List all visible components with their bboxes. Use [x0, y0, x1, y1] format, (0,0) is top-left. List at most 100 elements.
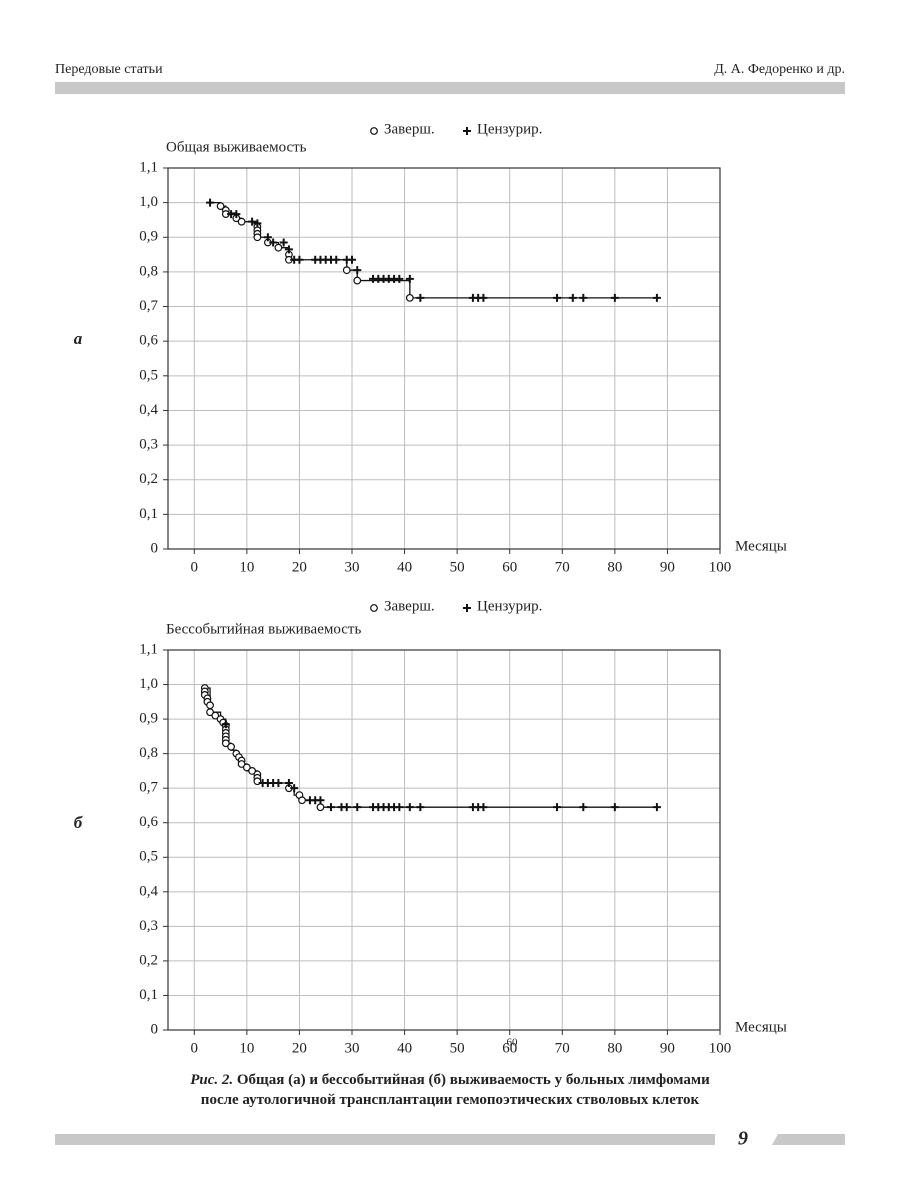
- censor-marker: [610, 293, 619, 302]
- event-marker: [316, 803, 325, 812]
- censor-marker: [316, 796, 325, 805]
- x-tick-label: 50: [450, 1040, 465, 1056]
- censor-marker: [416, 803, 425, 812]
- censor-marker: [248, 217, 257, 226]
- event-marker: [353, 276, 362, 285]
- plot-frame: [167, 649, 721, 1031]
- y-tick-label: 0,3: [139, 918, 158, 934]
- survival-line: [204, 687, 657, 808]
- y-tick-label: 0,7: [139, 298, 158, 314]
- y-tick-label: 0,9: [139, 711, 158, 727]
- x-tick-label: 90: [660, 1040, 675, 1056]
- y-tick-label: 0,4: [139, 402, 158, 418]
- x-axis-title: Месяцы: [735, 538, 787, 554]
- censor-marker: [284, 779, 293, 787]
- legend-label: Цензурир.: [477, 121, 542, 137]
- legend-label: Заверш.: [384, 598, 435, 614]
- y-tick-label: 0,7: [139, 780, 158, 796]
- x-tick-label: 0: [191, 559, 199, 575]
- y-tick-label: 0,2: [139, 952, 158, 968]
- plot-frame: [167, 167, 721, 550]
- y-tick-label: 0,5: [139, 849, 158, 865]
- censor-marker: [232, 210, 241, 219]
- x-tick-label: 20: [292, 1040, 307, 1056]
- event-marker: [216, 202, 225, 211]
- censor-marker: [553, 293, 562, 302]
- censor-marker: [348, 255, 356, 264]
- censor-marker: [395, 803, 404, 812]
- panel-label: а: [74, 329, 83, 348]
- x-tick-label: 80: [607, 1040, 622, 1056]
- annotation: 60: [507, 1037, 519, 1049]
- x-tick-label: 40: [397, 559, 412, 575]
- x-tick-label: 10: [239, 559, 254, 575]
- caption: Рис. 2. Общая (а) и бессобытийная (б) вы…: [0, 1072, 900, 1089]
- event-marker: [206, 701, 214, 710]
- censor-marker: [416, 293, 425, 302]
- footer-bar: [772, 1134, 845, 1145]
- censor-marker: [279, 238, 288, 247]
- x-tick-label: 80: [607, 559, 622, 575]
- y-tick-label: 0: [151, 540, 159, 556]
- censor-marker: [479, 293, 488, 302]
- censor-marker: [206, 198, 215, 207]
- x-tick-label: 20: [292, 559, 307, 575]
- y-tick-label: 0,1: [139, 506, 158, 522]
- x-tick-label: 70: [555, 559, 570, 575]
- censor-marker: [405, 274, 414, 283]
- y-tick-label: 0: [151, 1021, 159, 1037]
- header-bar: [55, 82, 845, 94]
- censor-marker: [274, 779, 283, 787]
- censor-marker: [610, 803, 619, 812]
- y-tick-label: 1,0: [139, 194, 158, 210]
- page-number: 9: [738, 1128, 748, 1150]
- event-marker: [211, 711, 220, 720]
- panel-label: б: [74, 813, 84, 832]
- censor-marker: [353, 266, 362, 275]
- legend-marker: [370, 127, 378, 135]
- x-tick-label: 100: [709, 1040, 732, 1056]
- y-axis-title: Бессобытийная выживаемость: [166, 621, 361, 637]
- x-tick-label: 30: [345, 559, 360, 575]
- censor-marker: [284, 245, 293, 254]
- x-tick-label: 90: [660, 559, 675, 575]
- y-tick-label: 0,6: [139, 333, 158, 349]
- y-tick-label: 1,1: [139, 159, 158, 175]
- legend-label: Заверш.: [384, 121, 435, 137]
- censor-marker: [253, 219, 262, 228]
- footer-bar: [55, 1134, 715, 1145]
- censor-marker: [479, 803, 488, 812]
- legend-marker: [463, 127, 471, 135]
- event-marker: [248, 767, 257, 775]
- y-tick-label: 0,3: [139, 437, 158, 453]
- censor-marker: [652, 803, 661, 812]
- event-marker: [227, 742, 235, 751]
- y-tick-label: 0,8: [139, 745, 158, 761]
- x-tick-label: 30: [345, 1040, 360, 1056]
- x-tick-label: 10: [239, 1040, 254, 1056]
- censor-marker: [405, 803, 414, 812]
- x-tick-label: 70: [555, 1040, 570, 1056]
- event-marker: [253, 233, 262, 242]
- caption-label: Рис. 2.: [190, 1072, 234, 1088]
- censor-marker: [290, 784, 299, 793]
- y-tick-label: 1,0: [139, 676, 158, 692]
- censor-marker: [353, 803, 362, 812]
- legend-marker: [463, 604, 471, 612]
- y-tick-label: 0,1: [139, 987, 158, 1003]
- censor-marker: [269, 238, 278, 247]
- event-marker: [221, 739, 230, 748]
- y-tick-label: 1,1: [139, 641, 158, 657]
- censor-marker: [395, 274, 404, 283]
- y-tick-label: 0,6: [139, 814, 158, 830]
- censor-marker: [342, 803, 351, 812]
- x-tick-label: 40: [397, 1040, 412, 1056]
- censor-marker: [295, 255, 304, 264]
- y-tick-label: 0,9: [139, 229, 158, 245]
- x-axis-title: Месяцы: [735, 1019, 787, 1035]
- caption-line: Общая (а) и бессобытийная (б) выживаемос…: [236, 1072, 710, 1088]
- legend-label: Цензурир.: [477, 598, 542, 614]
- legend-marker: [370, 604, 378, 612]
